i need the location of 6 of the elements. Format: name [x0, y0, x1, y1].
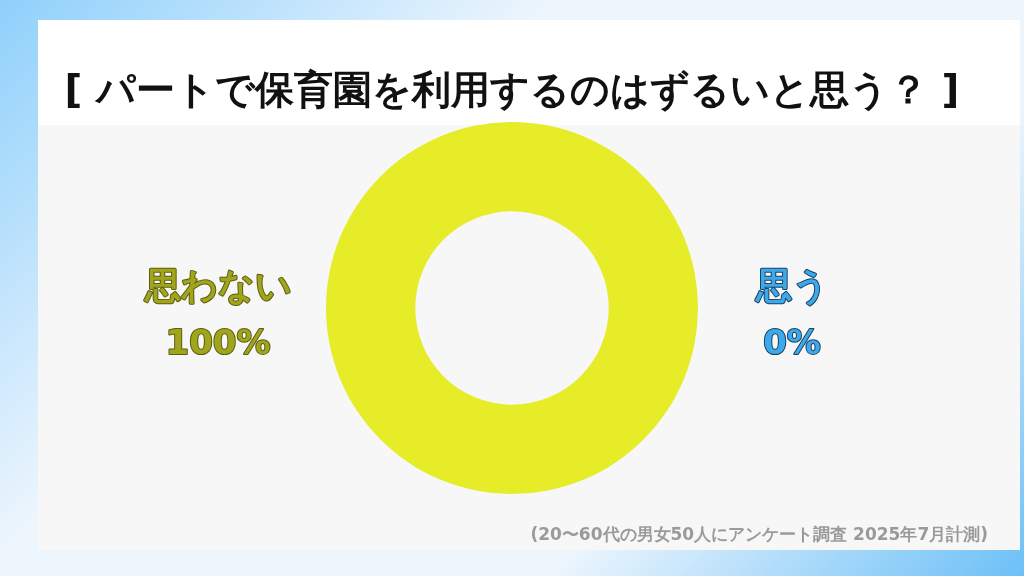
text: (20〜60代の男女50人にアンケート調査 2025年7月計測) — [530, 524, 988, 544]
slice-label: 思わない — [142, 265, 292, 306]
category-label: 思う — [755, 265, 829, 306]
text: 0% — [763, 322, 821, 362]
chart-title: [ パートで保育園を利用するのはずるいと思う？ ] — [64, 67, 960, 112]
data-label: 100% — [165, 322, 271, 362]
